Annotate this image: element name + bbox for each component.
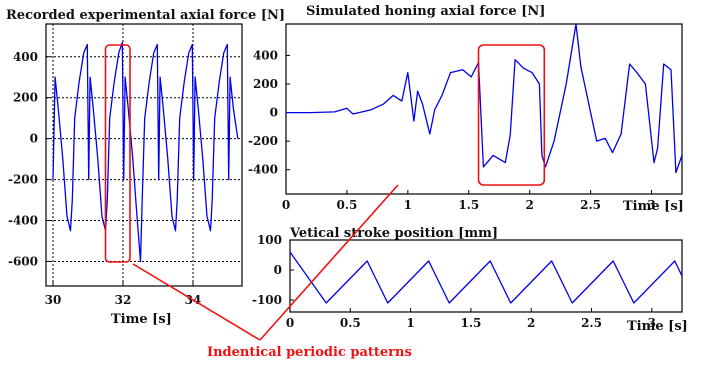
x-tick-label: 2	[527, 316, 535, 330]
y-tick-label: 400	[13, 50, 38, 64]
x-tick-label: 3	[648, 316, 656, 330]
y-tick-label: -100	[252, 293, 282, 307]
simulated-chart-title: Simulated honing axial force [N]	[306, 4, 545, 19]
simulated-series	[286, 23, 683, 174]
y-tick-label: -400	[8, 214, 38, 228]
y-tick-label: -200	[248, 134, 278, 148]
x-tick-label: 2.5	[580, 198, 601, 212]
x-tick-label: 1	[404, 198, 412, 212]
x-tick-label: 1.5	[460, 316, 481, 330]
x-tick-label: 1.5	[458, 198, 479, 212]
x-tick-label: 0	[282, 198, 290, 212]
stroke-chart-title: Vetical stroke position [mm]	[289, 226, 498, 241]
recorded-chart-title: Recorded experimental axial force [N]	[6, 8, 285, 23]
recorded-plot-frame	[45, 23, 243, 287]
y-tick-label: 100	[257, 233, 282, 247]
series-line	[289, 251, 683, 304]
x-tick-label: 2	[526, 198, 534, 212]
y-tick-label: 200	[253, 77, 278, 91]
stroke-series	[289, 251, 683, 304]
x-tick-label: 3	[647, 198, 655, 212]
x-tick-label: 30	[45, 293, 62, 307]
simulated-plot-frame	[285, 23, 683, 195]
x-tick-label: 1	[406, 316, 414, 330]
y-tick-label: 0	[274, 263, 282, 277]
annotation-pointer-right	[259, 184, 399, 341]
annotation: Indentical periodic patterns	[132, 184, 412, 360]
series-line	[52, 41, 239, 263]
simulated-y-ticks: 400 200 0 -200 -400	[248, 48, 290, 177]
y-tick-label: 0	[270, 106, 278, 120]
y-tick-label: -200	[8, 173, 38, 187]
y-tick-label: -400	[248, 163, 278, 177]
x-tick-label: 32	[115, 293, 132, 307]
stroke-y-ticks: 100 0 -100	[252, 233, 294, 307]
recorded-series	[52, 41, 239, 263]
y-tick-label: 0	[30, 132, 38, 146]
x-tick-label: 0	[286, 316, 294, 330]
stroke-x-axis-label: Time [s]	[627, 319, 688, 334]
simulated-x-axis-label: Time [s]	[623, 199, 684, 214]
recorded-x-axis-label: Time [s]	[111, 312, 172, 327]
x-tick-label: 0.5	[340, 316, 361, 330]
recorded-chart: Recorded experimental axial force [N] 40…	[6, 8, 285, 327]
annotation-text: Indentical periodic patterns	[207, 345, 412, 360]
y-tick-label: -600	[8, 254, 38, 268]
recorded-highlight-box	[104, 44, 131, 263]
simulated-chart: Simulated honing axial force [N] 4002000…	[248, 4, 684, 214]
series-line	[286, 23, 683, 174]
simulated-x-ticks: 0 0.5 1 1.5 2 2.5 3	[282, 190, 656, 212]
stroke-x-ticks: 0 0.5 1 1.5 2 2.5 3	[286, 308, 656, 330]
y-tick-label: 200	[13, 91, 38, 105]
y-tick-label: 400	[253, 48, 278, 62]
recorded-y-ticks: 400 200 0 -200 -400 -600	[8, 50, 50, 268]
simulated-highlight-box	[477, 44, 546, 186]
stroke-plot-frame	[289, 239, 683, 313]
x-tick-label: 2.5	[581, 316, 602, 330]
x-tick-label: 0.5	[336, 198, 357, 212]
annotation-pointer-left	[132, 263, 261, 341]
